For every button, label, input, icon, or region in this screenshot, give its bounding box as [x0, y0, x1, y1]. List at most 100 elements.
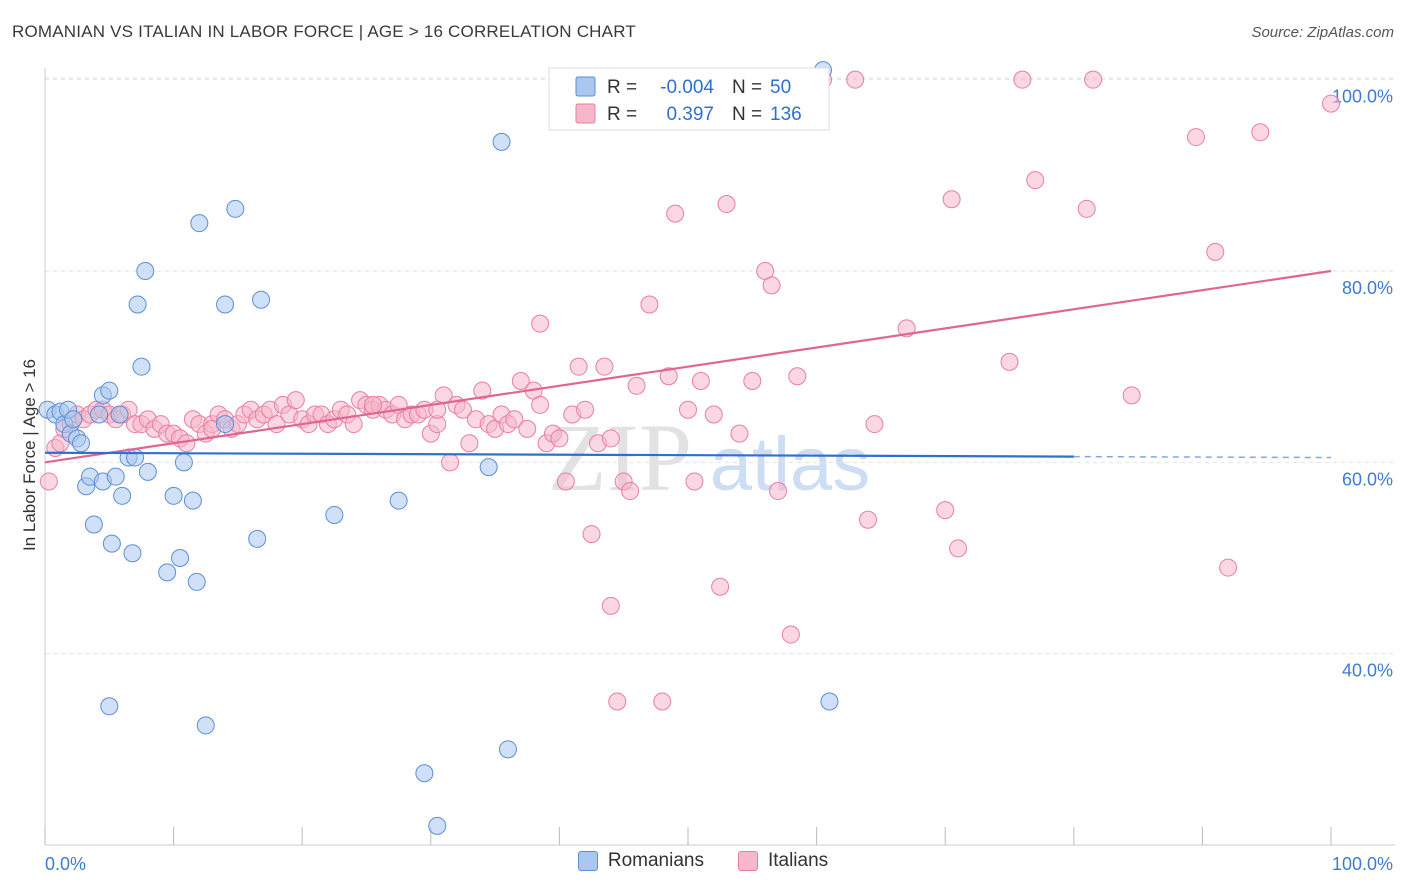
- data-point-italians[interactable]: [769, 482, 788, 501]
- data-point-italians[interactable]: [286, 391, 305, 410]
- data-point-italians[interactable]: [1084, 70, 1103, 89]
- legend-r-label-1: R =: [607, 77, 637, 98]
- data-point-romanians[interactable]: [84, 515, 103, 534]
- data-point-italians[interactable]: [1206, 242, 1225, 261]
- data-point-italians[interactable]: [582, 525, 601, 544]
- data-point-italians[interactable]: [859, 510, 878, 529]
- legend-item-italians[interactable]: Italians: [737, 850, 828, 872]
- data-point-italians[interactable]: [865, 415, 884, 434]
- data-point-italians[interactable]: [473, 381, 492, 400]
- data-point-italians[interactable]: [460, 434, 479, 453]
- data-point-italians[interactable]: [550, 429, 569, 448]
- data-point-italians[interactable]: [505, 410, 524, 429]
- data-point-italians[interactable]: [730, 424, 749, 443]
- data-point-romanians[interactable]: [820, 692, 839, 711]
- data-point-italians[interactable]: [704, 405, 723, 424]
- data-point-romanians[interactable]: [132, 357, 151, 376]
- data-point-italians[interactable]: [627, 376, 646, 395]
- data-point-italians[interactable]: [743, 372, 762, 391]
- data-point-romanians[interactable]: [128, 295, 147, 314]
- data-point-italians[interactable]: [1013, 70, 1032, 89]
- data-point-romanians[interactable]: [138, 462, 157, 481]
- data-point-italians[interactable]: [363, 395, 382, 414]
- data-point-italians[interactable]: [1077, 199, 1096, 218]
- data-point-romanians[interactable]: [389, 491, 408, 510]
- data-point-italians[interactable]: [762, 276, 781, 295]
- data-point-romanians[interactable]: [415, 764, 434, 783]
- data-point-italians[interactable]: [936, 501, 955, 520]
- data-point-romanians[interactable]: [158, 563, 177, 582]
- data-point-romanians[interactable]: [100, 697, 119, 716]
- data-point-italians[interactable]: [531, 395, 550, 414]
- data-point-romanians[interactable]: [190, 214, 209, 233]
- data-point-italians[interactable]: [601, 596, 620, 615]
- data-point-romanians[interactable]: [110, 405, 129, 424]
- data-point-italians[interactable]: [685, 472, 704, 491]
- data-point-romanians[interactable]: [226, 199, 245, 218]
- data-point-italians[interactable]: [717, 195, 736, 214]
- data-point-italians[interactable]: [1026, 171, 1045, 190]
- data-point-italians[interactable]: [576, 400, 595, 419]
- data-point-italians[interactable]: [1219, 558, 1238, 577]
- trendline-romanians-extension: [1073, 455, 1332, 459]
- data-point-italians[interactable]: [781, 625, 800, 644]
- legend-item-romanians[interactable]: Romanians: [577, 850, 704, 872]
- data-point-italians[interactable]: [441, 453, 460, 472]
- data-point-romanians[interactable]: [428, 816, 447, 835]
- data-point-romanians[interactable]: [100, 381, 119, 400]
- data-point-italians[interactable]: [595, 357, 614, 376]
- data-point-italians[interactable]: [621, 482, 640, 501]
- trendline-romanians: [44, 451, 1074, 458]
- data-point-romanians[interactable]: [248, 529, 267, 548]
- data-point-italians[interactable]: [511, 372, 530, 391]
- data-point-romanians[interactable]: [64, 410, 83, 429]
- data-point-romanians[interactable]: [90, 405, 109, 424]
- data-point-romanians[interactable]: [113, 486, 132, 505]
- data-point-italians[interactable]: [569, 357, 588, 376]
- data-point-italians[interactable]: [691, 372, 710, 391]
- data-point-romanians[interactable]: [106, 467, 125, 486]
- data-point-italians[interactable]: [1322, 94, 1340, 113]
- data-point-italians[interactable]: [1122, 386, 1141, 405]
- data-point-italians[interactable]: [601, 429, 620, 448]
- data-point-italians[interactable]: [846, 70, 865, 89]
- legend-n-value-1: 50: [770, 77, 791, 98]
- data-point-italians[interactable]: [556, 472, 575, 491]
- legend-r-label-2: R =: [607, 104, 637, 125]
- data-point-italians[interactable]: [666, 204, 685, 223]
- data-point-romanians[interactable]: [123, 544, 142, 563]
- data-point-italians[interactable]: [942, 190, 961, 209]
- data-point-romanians[interactable]: [252, 290, 271, 309]
- data-point-italians[interactable]: [788, 367, 807, 386]
- data-point-italians[interactable]: [1000, 352, 1019, 371]
- data-point-romanians[interactable]: [325, 505, 344, 524]
- data-point-romanians[interactable]: [187, 572, 206, 591]
- data-point-italians[interactable]: [653, 692, 672, 711]
- data-point-italians[interactable]: [518, 419, 537, 438]
- data-point-romanians[interactable]: [498, 740, 517, 759]
- data-point-romanians[interactable]: [174, 453, 193, 472]
- data-point-italians[interactable]: [679, 400, 697, 419]
- legend-label-romanians: Romanians: [607, 850, 704, 871]
- data-point-romanians[interactable]: [216, 295, 235, 314]
- data-point-romanians[interactable]: [102, 534, 121, 553]
- data-point-romanians[interactable]: [136, 262, 155, 280]
- data-point-italians[interactable]: [531, 314, 550, 333]
- data-point-romanians[interactable]: [183, 491, 202, 510]
- data-point-italians[interactable]: [1251, 123, 1270, 142]
- data-point-italians[interactable]: [640, 295, 659, 314]
- data-point-italians[interactable]: [1186, 128, 1205, 147]
- data-point-romanians[interactable]: [126, 448, 145, 467]
- data-point-romanians[interactable]: [171, 549, 190, 567]
- data-point-romanians[interactable]: [164, 486, 183, 505]
- data-point-romanians[interactable]: [216, 415, 235, 434]
- data-point-italians[interactable]: [949, 539, 968, 558]
- data-point-italians[interactable]: [711, 577, 730, 596]
- data-point-italians[interactable]: [659, 367, 678, 386]
- data-point-romanians[interactable]: [479, 458, 498, 477]
- data-point-romanians[interactable]: [72, 434, 91, 453]
- data-point-romanians[interactable]: [196, 716, 215, 735]
- data-point-romanians[interactable]: [492, 132, 511, 151]
- data-point-italians[interactable]: [39, 472, 58, 491]
- data-point-italians[interactable]: [608, 692, 627, 711]
